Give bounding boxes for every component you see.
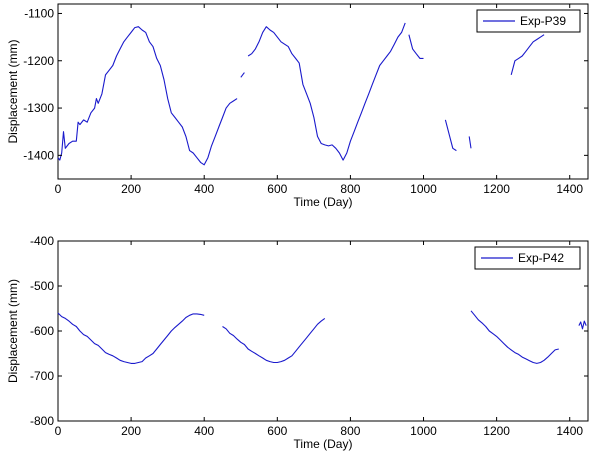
x-tick-label: 400 — [194, 424, 214, 438]
x-tick-label: 200 — [121, 424, 141, 438]
y-tick-label: -1100 — [24, 6, 54, 20]
y-tick-label: -500 — [30, 279, 54, 293]
legend-label: Exp-P42 — [518, 251, 564, 265]
y-tick-label: -1200 — [23, 54, 54, 68]
y-axis-label: Displacement (mm) — [6, 39, 20, 143]
series-line-segment — [468, 136, 472, 149]
y-tick-label: -600 — [30, 324, 54, 338]
series-line-segment — [408, 34, 424, 59]
y-tick-label: -800 — [30, 414, 54, 428]
x-tick-label: 1200 — [483, 182, 510, 196]
y-axis-label: Displacement (mm) — [6, 279, 20, 383]
x-tick-label: 800 — [340, 182, 360, 196]
chart-panel-2: 0 200 400 600 800 1000 1200 1400 -400 -500 -600 -70… — [6, 234, 589, 451]
x-tick-label: 0 — [55, 182, 62, 196]
x-axis-label: Time (Day) — [294, 437, 353, 451]
y-tick-label: -700 — [30, 369, 54, 383]
y-tick-label: -1400 — [23, 148, 54, 162]
series-line-segment — [240, 72, 245, 78]
x-tick-label: 1400 — [556, 424, 583, 438]
y-tick-label: -1300 — [23, 101, 54, 115]
series-line-segment — [510, 34, 545, 76]
legend: Exp-P39 — [476, 9, 581, 33]
plot-area — [57, 240, 589, 422]
x-tick-label: 0 — [55, 424, 62, 438]
series-line-segment — [57, 312, 205, 364]
chart-panel-1: 0 200 400 600 800 1000 1200 1400 -1100 -1200 -1300… — [6, 3, 589, 209]
x-axis-label: Time (Day) — [294, 195, 353, 209]
y-tick-label: -400 — [30, 234, 54, 248]
legend-label: Exp-P39 — [520, 14, 566, 28]
x-tick-label: 400 — [194, 182, 214, 196]
series-line-segment — [57, 26, 238, 166]
x-tick-label: 800 — [340, 424, 360, 438]
series-line-segment — [444, 119, 457, 152]
x-tick-label: 1200 — [483, 424, 510, 438]
x-tick-label: 200 — [121, 182, 141, 196]
legend-box — [474, 246, 581, 270]
series-line-segment — [222, 317, 326, 364]
series-line-segment — [470, 310, 559, 364]
x-tick-label: 1400 — [556, 182, 583, 196]
x-tick-label: 600 — [267, 182, 287, 196]
series-line-segment — [247, 22, 406, 161]
x-tick-label: 1000 — [410, 182, 437, 196]
legend: Exp-P42 — [474, 246, 581, 270]
x-tick-label: 1000 — [410, 424, 437, 438]
legend-box — [476, 9, 581, 33]
x-tick-label: 600 — [267, 424, 287, 438]
series-line-segment — [578, 320, 587, 330]
